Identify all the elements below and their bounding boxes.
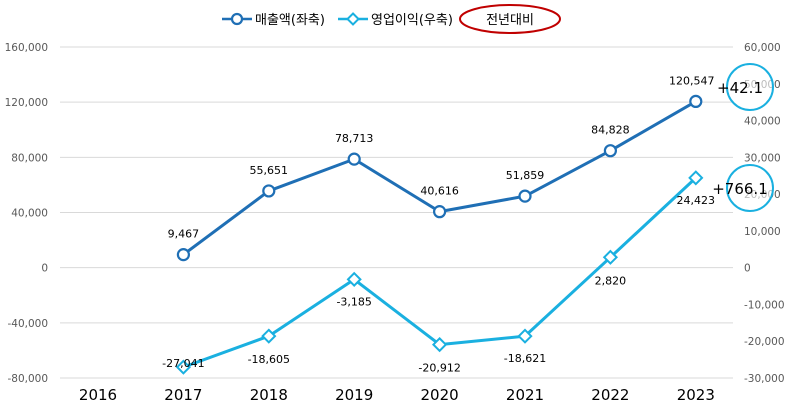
right-tick-label: -30,000 xyxy=(744,373,785,385)
x-tick-label: 2017 xyxy=(164,386,202,404)
sales-data-label: 9,467 xyxy=(168,228,200,241)
left-tick-label: 80,000 xyxy=(11,152,48,164)
sales-marker xyxy=(262,184,276,198)
right-tick-label: 40,000 xyxy=(744,116,781,128)
x-tick-label: 2022 xyxy=(591,386,629,404)
sales-growth-text: +42.1 xyxy=(717,79,763,97)
legend-sales-label: 매출액(좌축) xyxy=(255,13,325,28)
sales-data-label: 55,651 xyxy=(250,164,289,177)
profit-data-label: -3,185 xyxy=(336,295,371,308)
left-tick-label: -80,000 xyxy=(7,373,48,385)
sales-data-label: 120,547 xyxy=(669,74,715,87)
right-tick-label: 60,000 xyxy=(744,42,781,54)
x-tick-label: 2021 xyxy=(506,386,544,404)
sales-growth-circle xyxy=(726,63,774,111)
right-tick-label: 0 xyxy=(744,263,751,275)
comparison-label: 전년대비 xyxy=(486,13,534,28)
sales-data-label: 51,859 xyxy=(506,169,545,182)
profit-growth-text: +766.1 xyxy=(712,180,768,198)
legend-profit-label: 영업이익(우축) xyxy=(371,13,453,28)
profit-marker xyxy=(346,271,362,287)
sales-data-label: 78,713 xyxy=(335,132,374,145)
left-axis: 160,000 120,000 80,000 40,000 0 -40,000 -80,00… xyxy=(5,42,48,385)
x-tick-label: 2016 xyxy=(79,386,117,404)
data-labels: 9,467 55,651 78,713 40,616 51,859 84,828 120,5… xyxy=(162,74,715,374)
x-tick-label: 2019 xyxy=(335,386,373,404)
left-tick-label: -40,000 xyxy=(7,318,48,330)
legend-profit-marker xyxy=(346,12,360,26)
gridlines xyxy=(60,46,733,379)
sales-marker xyxy=(689,94,703,109)
x-tick-label: 2020 xyxy=(421,386,459,404)
profit-marker xyxy=(431,336,448,353)
left-tick-label: 0 xyxy=(41,263,48,275)
profit-data-label: -18,605 xyxy=(248,353,290,366)
left-tick-label: 120,000 xyxy=(5,97,48,109)
right-tick-label: 10,000 xyxy=(744,226,781,238)
sales-marker xyxy=(518,189,532,203)
legend: 매출액(좌축) 영업이익(우축) 전년대비 xyxy=(222,4,561,34)
sales-data-label: 84,828 xyxy=(591,124,630,137)
profit-data-label: -27,041 xyxy=(162,357,204,370)
series-layer xyxy=(175,94,704,375)
sales-marker xyxy=(433,205,447,219)
profit-marker xyxy=(517,328,533,344)
profit-marker xyxy=(602,249,619,265)
profit-growth-circle xyxy=(726,164,774,212)
profit-data-label: 2,820 xyxy=(595,274,627,287)
comparison-oval xyxy=(459,4,561,34)
x-axis: 2016 2017 2018 2019 2020 2021 2022 2023 xyxy=(79,386,715,404)
right-tick-label: 30,000 xyxy=(744,152,781,164)
x-tick-label: 2018 xyxy=(250,386,288,404)
profit-marker xyxy=(688,170,704,186)
sales-data-label: 40,616 xyxy=(420,185,459,198)
sales-marker xyxy=(176,248,190,262)
callouts: +42.1 +766.1 xyxy=(712,63,774,212)
left-tick-label: 160,000 xyxy=(5,42,48,54)
profit-data-label: -18,621 xyxy=(504,352,546,365)
right-tick-label: -20,000 xyxy=(744,336,785,348)
right-tick-label: -10,000 xyxy=(744,299,785,311)
sales-marker xyxy=(347,152,361,166)
profit-data-label: -20,912 xyxy=(418,362,460,375)
profit-marker xyxy=(261,328,277,344)
profit-marker xyxy=(175,359,192,375)
profit-data-label: 24,423 xyxy=(677,194,716,207)
left-tick-label: 40,000 xyxy=(11,208,48,220)
sales-marker xyxy=(603,144,618,158)
legend-sales-marker xyxy=(230,12,244,26)
x-tick-label: 2023 xyxy=(677,386,715,404)
